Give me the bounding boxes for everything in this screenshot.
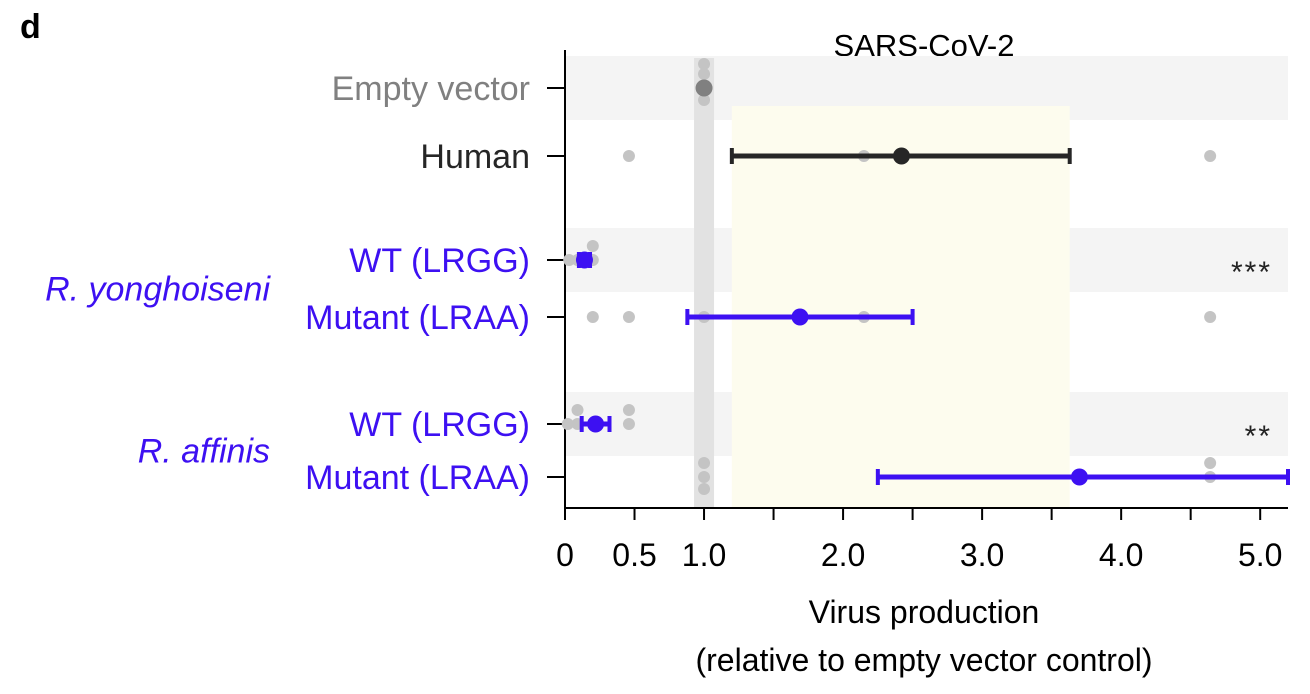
x-tick-label: 0 (556, 537, 574, 573)
x-axis-title: Virus production (809, 594, 1040, 630)
significance-label: *** (1231, 256, 1272, 289)
x-tick-label: 5.0 (1238, 537, 1282, 573)
x-tick-label: 0.5 (612, 537, 656, 573)
species-label: R. affinis (138, 433, 270, 471)
replicate-point (1204, 457, 1217, 469)
replicate-point (586, 311, 599, 323)
row-labels: Empty vector Human WT (LRGG) Mutant (LRAA) W… (45, 70, 530, 497)
replicate-point (698, 68, 711, 80)
row-label: Empty vector (332, 70, 530, 108)
x-tick-label: 4.0 (1099, 537, 1143, 573)
mean-point (695, 79, 713, 97)
replicate-point (1204, 311, 1217, 323)
replicate-point (1204, 150, 1217, 162)
x-tick-label: 1.0 (682, 537, 726, 573)
axes: 0 0.5 1.0 2.0 3.0 4.0 5.0 (547, 50, 1288, 573)
reference-bands (694, 58, 1070, 508)
x-axis-subtitle: (relative to empty vector control) (695, 642, 1152, 678)
x-tick-label: 3.0 (960, 537, 1004, 573)
mean-point (575, 251, 593, 269)
replicate-point (698, 471, 711, 483)
row-label: Mutant (LRAA) (305, 459, 530, 497)
replicate-point (698, 457, 711, 469)
replicate-point (563, 254, 576, 266)
replicate-point (698, 58, 711, 70)
row-label: WT (LRGG) (349, 406, 530, 444)
replicate-point (571, 404, 584, 416)
replicate-points (561, 58, 1217, 495)
panel-letter: d (20, 8, 41, 46)
reference-band (694, 58, 715, 508)
row-label: WT (LRGG) (349, 242, 530, 280)
mean-markers (575, 79, 1088, 486)
replicate-point (586, 240, 599, 252)
mean-point (791, 308, 809, 326)
row-label: Human (420, 138, 530, 176)
mean-point (587, 415, 605, 433)
mean-point (892, 147, 910, 165)
replicate-point (698, 94, 711, 106)
mean-point (1070, 468, 1088, 486)
replicate-point (622, 311, 635, 323)
replicate-point (622, 150, 635, 162)
replicate-point (622, 418, 635, 430)
replicate-point (561, 418, 574, 430)
row-label: Mutant (LRAA) (305, 299, 530, 337)
significance-label: ** (1245, 420, 1272, 453)
replicate-point (698, 483, 711, 495)
species-label: R. yonghoiseni (45, 271, 271, 309)
x-tick-label: 2.0 (821, 537, 865, 573)
significance-labels: ***** (1231, 256, 1272, 453)
human-range-band (731, 106, 1070, 508)
replicate-point (622, 404, 635, 416)
